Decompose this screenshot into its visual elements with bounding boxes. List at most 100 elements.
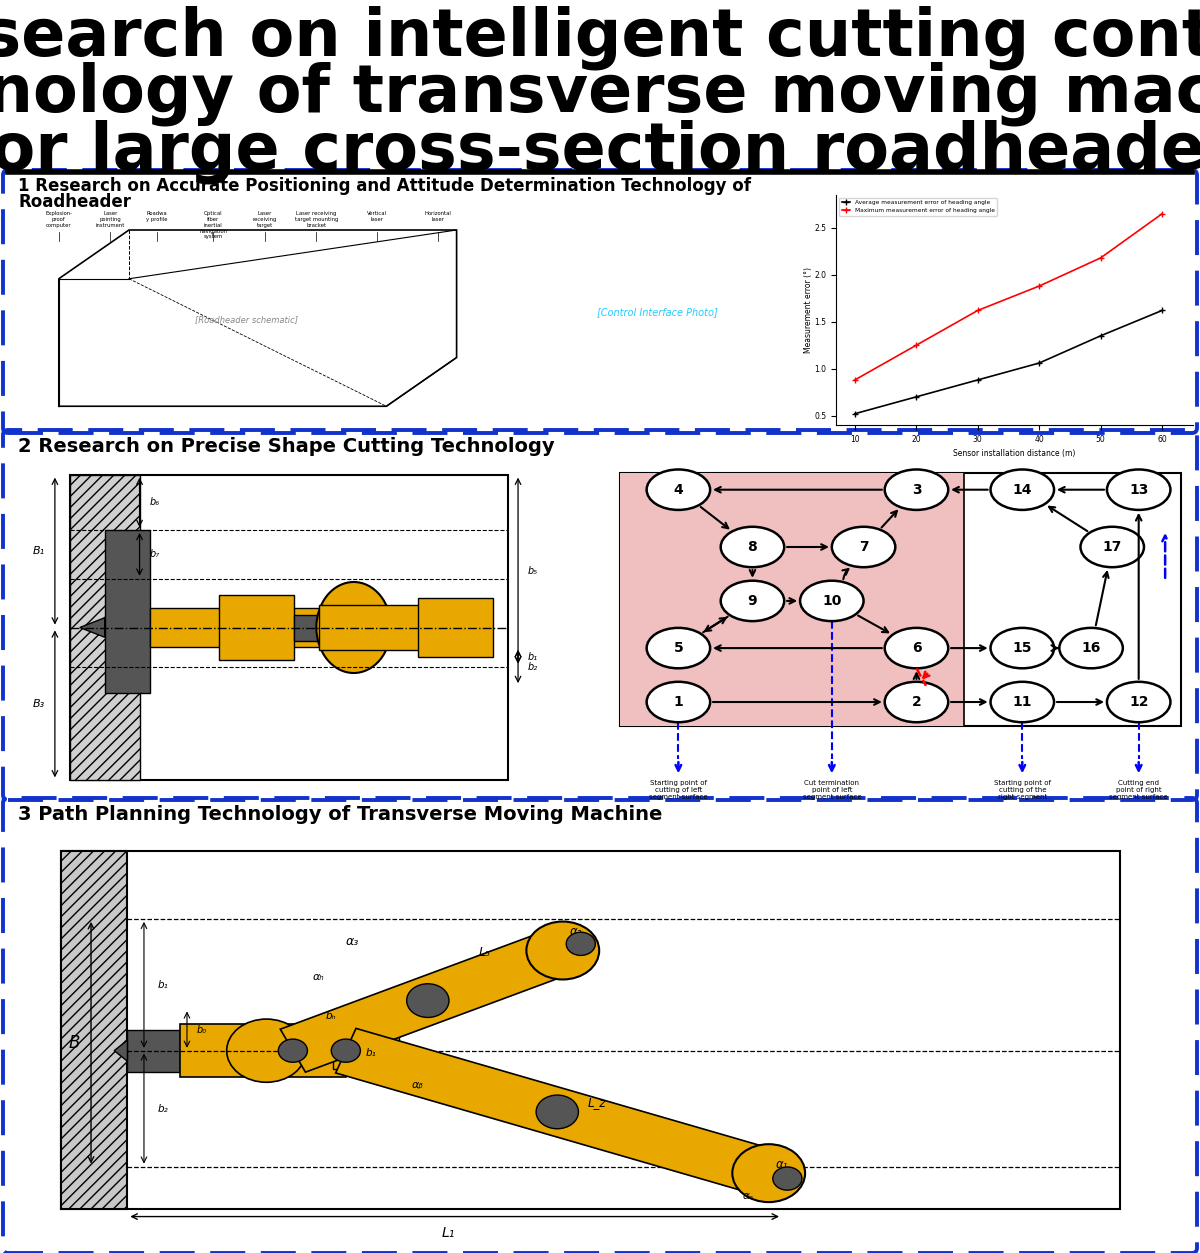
Bar [70, 475, 508, 781]
Average measurement error of heading angle [1154, 303, 1169, 318]
Text: b₁: b₁ [157, 980, 168, 990]
Text: 12: 12 [1129, 695, 1148, 709]
Text: [Control Interface Photo]: [Control Interface Photo] [596, 307, 718, 317]
Bar [319, 605, 428, 650]
Circle shape [278, 1039, 307, 1063]
Circle shape [647, 470, 710, 510]
Text: bₕ: bₕ [326, 1011, 337, 1021]
Circle shape [334, 614, 373, 640]
Circle shape [527, 921, 599, 980]
Maximum measurement error of heading angle [1093, 251, 1108, 266]
Bar [419, 598, 493, 657]
Maximum measurement error of heading angle [847, 372, 862, 387]
Text: Vertical
laser: Vertical laser [367, 212, 388, 222]
Ellipse shape [317, 581, 391, 673]
Text: for large cross-section roadheader: for large cross-section roadheader [0, 119, 1200, 183]
Text: α₃: α₃ [346, 935, 359, 949]
Text: 2 Research on Precise Shape Cutting Technology: 2 Research on Precise Shape Cutting Tech… [18, 437, 554, 456]
Circle shape [1106, 470, 1170, 510]
Bar [150, 608, 324, 647]
Y-axis label: Measurement error (°): Measurement error (°) [804, 267, 814, 353]
Text: Explosion-
proof
computer: Explosion- proof computer [46, 212, 72, 228]
Text: Horizontal
laser: Horizontal laser [425, 212, 451, 222]
Bar [620, 472, 964, 725]
Maximum measurement error of heading angle [971, 303, 985, 318]
Text: Optical
fiber
inertial
navigation
system: Optical fiber inertial navigation system [199, 212, 227, 239]
Circle shape [1106, 682, 1170, 722]
Text: 10: 10 [822, 594, 841, 608]
Text: 1: 1 [673, 695, 683, 709]
Text: α₂: α₂ [570, 925, 582, 937]
Bar [220, 595, 294, 660]
Polygon shape [114, 1040, 127, 1061]
Text: Starting point of
cutting of left
segment surface: Starting point of cutting of left segmen… [649, 779, 708, 799]
Text: 14: 14 [1013, 482, 1032, 496]
Text: B₃: B₃ [32, 699, 44, 709]
Text: b₂: b₂ [157, 1104, 168, 1114]
Text: L₁: L₁ [442, 1225, 455, 1239]
Text: B₁: B₁ [32, 546, 44, 556]
Text: 8: 8 [748, 540, 757, 554]
Text: Laser
pointing
instrument: Laser pointing instrument [96, 212, 125, 228]
Text: Laser receiving
target mounting
bracket: Laser receiving target mounting bracket [294, 212, 338, 228]
Text: 11: 11 [1013, 695, 1032, 709]
Text: b₂: b₂ [528, 662, 538, 672]
Text: b₇: b₇ [150, 549, 160, 559]
Text: Starting point of
cutting of the
right segment: Starting point of cutting of the right s… [994, 779, 1051, 799]
Text: L_z: L_z [588, 1095, 607, 1109]
X-axis label: Sensor installation distance (m): Sensor installation distance (m) [954, 450, 1075, 459]
Text: 2: 2 [912, 695, 922, 709]
Text: 5: 5 [673, 642, 683, 655]
Text: 4: 4 [673, 482, 683, 496]
Polygon shape [336, 1029, 779, 1195]
Text: b₆: b₆ [150, 497, 160, 507]
Maximum measurement error of heading angle [1032, 278, 1046, 293]
Text: 16: 16 [1081, 642, 1100, 655]
Circle shape [721, 580, 785, 621]
Circle shape [566, 932, 595, 956]
Text: b₀: b₀ [197, 1025, 208, 1035]
Bar [294, 614, 329, 640]
Average measurement error of heading angle [847, 406, 862, 421]
Circle shape [647, 682, 710, 722]
Bar [104, 530, 150, 693]
Circle shape [800, 580, 864, 621]
Text: 7: 7 [859, 540, 869, 554]
Legend: Average measurement error of heading angle, Maximum measurement error of heading: Average measurement error of heading ang… [839, 198, 997, 216]
Text: 3: 3 [912, 482, 922, 496]
Circle shape [990, 470, 1054, 510]
Circle shape [884, 682, 948, 722]
Text: Research on intelligent cutting control: Research on intelligent cutting control [0, 5, 1200, 69]
Text: Cutting end
point of right
segment surface: Cutting end point of right segment surfa… [1109, 779, 1168, 799]
Circle shape [536, 1095, 578, 1129]
Text: technology of transverse moving machine: technology of transverse moving machine [0, 61, 1200, 127]
Text: 3 Path Planning Technology of Transverse Moving Machine: 3 Path Planning Technology of Transverse… [18, 804, 662, 824]
Text: Roadheader: Roadheader [18, 193, 131, 211]
Polygon shape [281, 928, 575, 1073]
Circle shape [773, 1167, 802, 1190]
Text: 9: 9 [748, 594, 757, 608]
Text: 17: 17 [1103, 540, 1122, 554]
Average measurement error of heading angle [1093, 328, 1108, 343]
Circle shape [732, 1144, 805, 1202]
Bar [61, 851, 127, 1209]
Text: b₅: b₅ [528, 565, 538, 575]
Circle shape [1080, 526, 1144, 568]
Text: αₕ: αₕ [313, 971, 325, 981]
Line: Maximum measurement error of heading angle: Maximum measurement error of heading ang… [851, 211, 1165, 383]
Circle shape [331, 1039, 360, 1063]
Text: B: B [68, 1034, 80, 1051]
Circle shape [1060, 628, 1123, 668]
Bar [127, 1030, 180, 1071]
Circle shape [832, 526, 895, 568]
Circle shape [407, 984, 449, 1017]
Text: Cut termination
point of left
segment surface: Cut termination point of left segment su… [803, 779, 862, 799]
Text: Laser
receiving
target: Laser receiving target [252, 212, 277, 228]
Bar [332, 1032, 398, 1069]
Text: L₅: L₅ [478, 946, 490, 959]
Text: b₁: b₁ [528, 652, 538, 662]
Text: 13: 13 [1129, 482, 1148, 496]
Text: α₁: α₁ [775, 1158, 788, 1170]
Average measurement error of heading angle [1032, 356, 1046, 371]
Maximum measurement error of heading angle [910, 338, 924, 353]
